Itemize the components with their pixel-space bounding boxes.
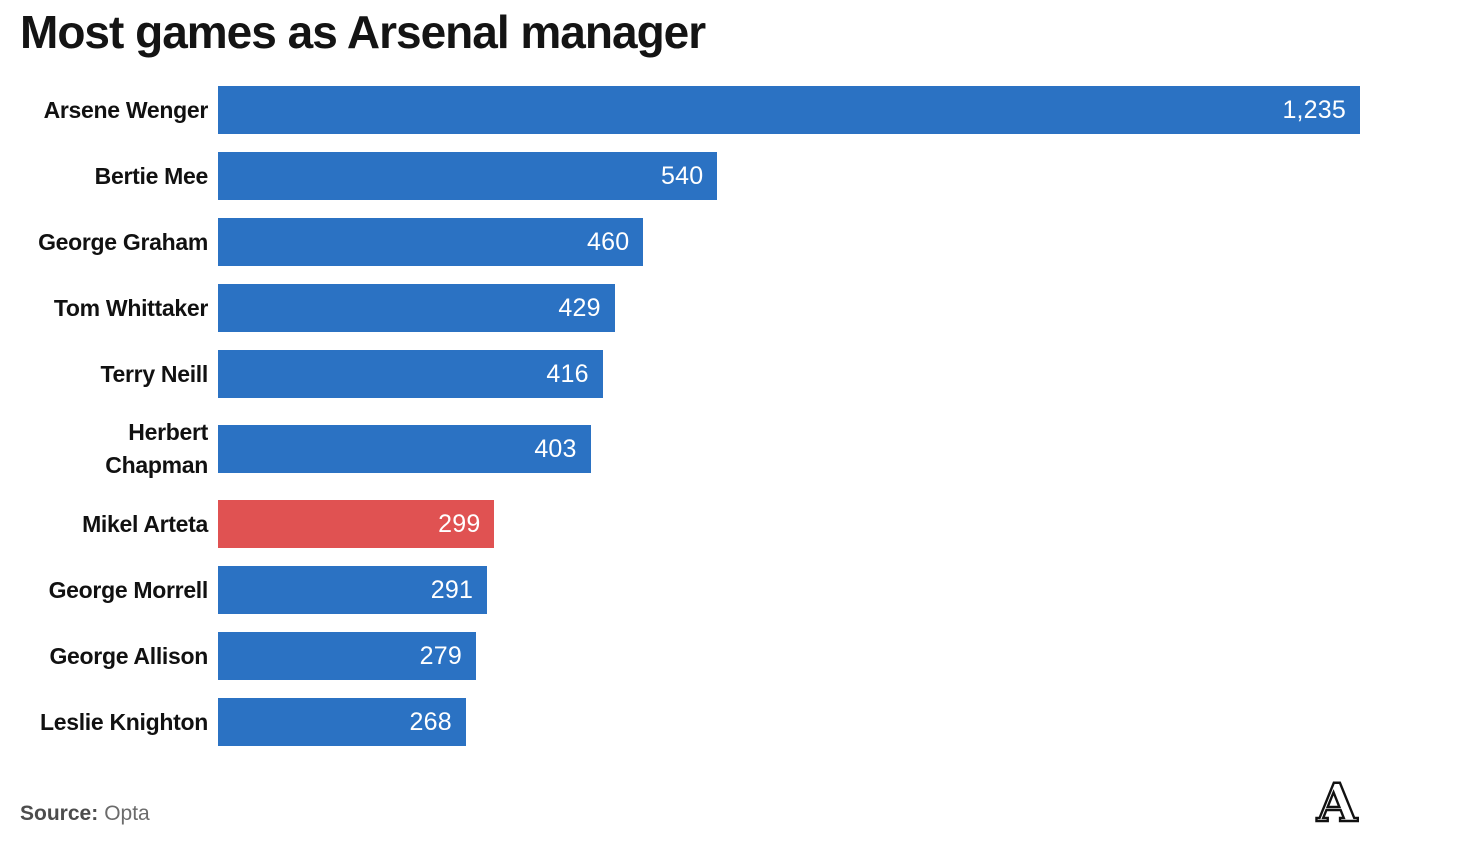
bar: 1,235 xyxy=(218,86,1360,135)
the-athletic-logo-letter: A xyxy=(1316,773,1358,828)
bar-label: George Morrell xyxy=(48,576,209,603)
bar-label: Arsene Wenger xyxy=(43,96,209,123)
bar-value: 268 xyxy=(409,707,452,736)
bar: 268 xyxy=(218,698,466,747)
bar-track: 429 xyxy=(218,284,1360,333)
bar-row: George Allison 279 xyxy=(20,632,1460,681)
bar: 416 xyxy=(218,350,603,399)
bar-value: 429 xyxy=(558,293,601,322)
bar: 291 xyxy=(218,566,488,615)
bar-row: George Graham 460 xyxy=(20,218,1460,267)
bar-row: Mikel Arteta 299 xyxy=(20,500,1460,549)
bar-track: 540 xyxy=(218,152,1360,201)
bar: 279 xyxy=(218,632,476,681)
bar-row: Leslie Knighton 268 xyxy=(20,698,1460,747)
bar-row: Terry Neill 416 xyxy=(20,350,1460,399)
bar: 403 xyxy=(218,425,591,474)
bar-label: Bertie Mee xyxy=(94,162,209,189)
bar-rows: Arsene Wenger 1,235 Bertie Mee 540 Georg… xyxy=(20,86,1460,747)
bar-label: Terry Neill xyxy=(100,360,209,387)
bar-track: 279 xyxy=(218,632,1360,681)
bar-value: 403 xyxy=(534,434,577,463)
bar-value: 1,235 xyxy=(1282,95,1346,124)
bar-row: Bertie Mee 540 xyxy=(20,152,1460,201)
bar-label: George Allison xyxy=(49,642,208,669)
bar-value: 279 xyxy=(419,641,462,670)
bar-chart: Arsene Wenger 1,235 Bertie Mee 540 Georg… xyxy=(0,86,1460,747)
source-value: Opta xyxy=(104,802,150,825)
bar-track: 1,235 xyxy=(218,86,1360,135)
bar-label: Leslie Knighton xyxy=(39,708,208,735)
the-athletic-logo-icon: A xyxy=(1315,772,1359,828)
bar-row: Tom Whittaker 429 xyxy=(20,284,1460,333)
bar-track: 299 xyxy=(218,500,1360,549)
bar-value: 291 xyxy=(430,575,474,604)
source-line: Source: Opta xyxy=(20,802,150,826)
bar: 460 xyxy=(218,218,644,267)
bar: 299 xyxy=(218,500,495,549)
bar-value: 299 xyxy=(438,509,481,538)
bar-track: 460 xyxy=(218,218,1360,267)
bar: 429 xyxy=(218,284,615,333)
bar-row: George Morrell 291 xyxy=(20,566,1460,615)
bar-label: George Graham xyxy=(38,228,208,255)
bar-row: Herbert Chapman 403 xyxy=(20,416,1460,482)
bar-track: 268 xyxy=(218,698,1360,747)
bar-label: Tom Whittaker xyxy=(53,294,208,321)
bar-track: 291 xyxy=(218,566,1360,615)
bar-value: 416 xyxy=(546,359,589,388)
chart-title: Most games as Arsenal manager xyxy=(20,6,706,58)
bar-label: Mikel Arteta xyxy=(82,510,208,537)
bar-label: Herbert Chapman xyxy=(105,419,208,479)
bar-value: 460 xyxy=(587,227,630,256)
source-label: Source: xyxy=(20,802,99,825)
bar-value: 540 xyxy=(661,161,704,190)
bar-track: 403 xyxy=(218,425,1360,474)
bar-row: Arsene Wenger 1,235 xyxy=(20,86,1460,135)
bar-track: 416 xyxy=(218,350,1360,399)
bar: 540 xyxy=(218,152,718,201)
